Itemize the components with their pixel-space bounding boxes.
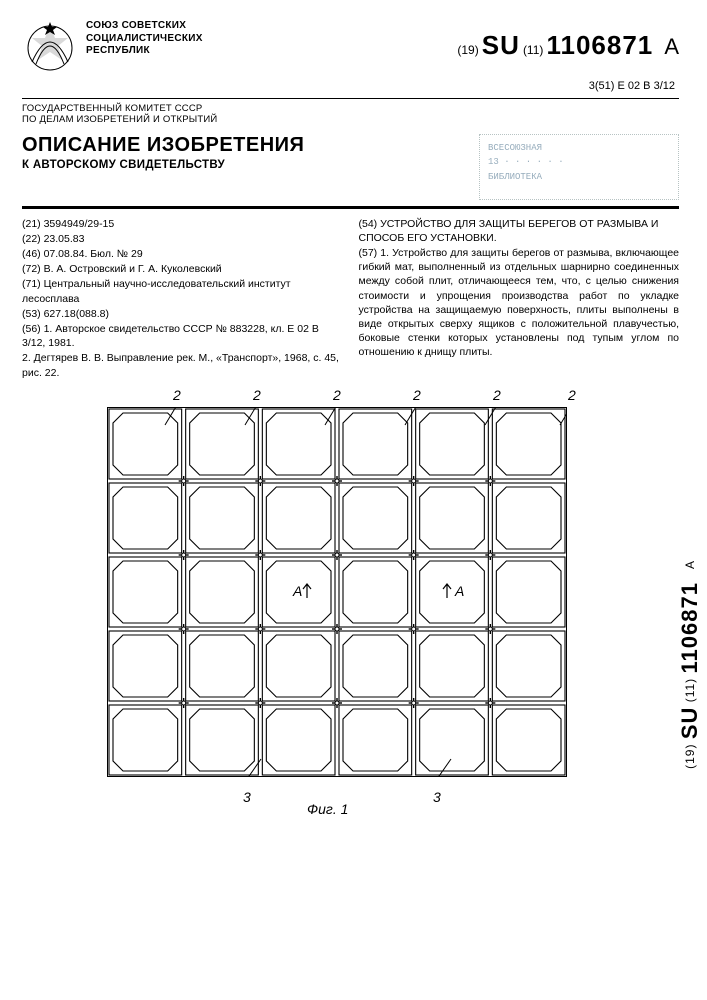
- callout-2: 2: [173, 387, 181, 403]
- side-num-prefix: (11): [683, 678, 697, 702]
- svg-text:A: A: [292, 583, 302, 599]
- stamp-l2: 13 · · · · · ·: [488, 155, 670, 169]
- left-column: (21) 3594949/29-15 (22) 23.05.83 (46) 07…: [22, 217, 343, 381]
- field-72: (72) В. А. Островский и Г. А. Куколевски…: [22, 262, 343, 276]
- stamp-l3: БИБЛИОТЕКА: [488, 170, 670, 184]
- union-line1: СОЮЗ СОВЕТСКИХ: [86, 20, 203, 33]
- doc-title: ОПИСАНИЕ ИЗОБРЕТЕНИЯ: [22, 134, 304, 157]
- header-row: СОЮЗ СОВЕТСКИХ СОЦИАЛИСТИЧЕСКИХ РЕСПУБЛИ…: [22, 18, 679, 74]
- union-line3: РЕСПУБЛИК: [86, 45, 203, 58]
- callout-2: 2: [493, 387, 501, 403]
- field-46: (46) 07.08.84. Бюл. № 29: [22, 247, 343, 261]
- publication-block: (19) SU (11) 1106871 A: [457, 18, 679, 61]
- divider-thick: [22, 206, 679, 209]
- ussr-emblem-icon: [22, 18, 78, 74]
- pub-kind: A: [664, 34, 679, 59]
- field-56-2: 2. Дегтярев В. В. Выправление рек. М., «…: [22, 351, 343, 379]
- side-su: SU: [677, 707, 702, 740]
- committee-l2: ПО ДЕЛАМ ИЗОБРЕТЕНИЙ И ОТКРЫТИЙ: [22, 114, 679, 125]
- pub-prefix: (19): [457, 43, 478, 57]
- side-kind: A: [683, 560, 697, 569]
- pub-number: 1106871: [546, 30, 653, 60]
- field-56-1: (56) 1. Авторское свидетельство СССР № 8…: [22, 322, 343, 350]
- field-54: (54) УСТРОЙСТВО ДЛЯ ЗАЩИТЫ БЕРЕГОВ ОТ РА…: [359, 217, 680, 245]
- side-num: 1106871: [677, 582, 702, 673]
- biblio-columns: (21) 3594949/29-15 (22) 23.05.83 (46) 07…: [22, 217, 679, 381]
- right-column: (54) УСТРОЙСТВО ДЛЯ ЗАЩИТЫ БЕРЕГОВ ОТ РА…: [359, 217, 680, 381]
- ipc-class: 3(51) E 02 B 3/12: [22, 80, 675, 92]
- grid-diagram: AA: [107, 407, 567, 777]
- callout-2: 2: [568, 387, 576, 403]
- doc-subtitle: К АВТОРСКОМУ СВИДЕТЕЛЬСТВУ: [22, 159, 304, 171]
- library-stamp: ВСЕСОЮЗНАЯ 13 · · · · · · БИБЛИОТЕКА: [479, 134, 679, 200]
- union-text: СОЮЗ СОВЕТСКИХ СОЦИАЛИСТИЧЕСКИХ РЕСПУБЛИ…: [86, 18, 203, 58]
- field-71: (71) Центральный научно-исследовательски…: [22, 277, 343, 305]
- side-prefix: (19): [683, 744, 697, 769]
- figure-1: AA 22222233 Фиг. 1: [77, 387, 607, 817]
- committee-block: ГОСУДАРСТВЕННЫЙ КОМИТЕТ СССР ПО ДЕЛАМ ИЗ…: [22, 103, 679, 126]
- field-57: (57) 1. Устройство для защиты берегов от…: [359, 246, 680, 359]
- stamp-l1: ВСЕСОЮЗНАЯ: [488, 141, 670, 155]
- field-22: (22) 23.05.83: [22, 232, 343, 246]
- callout-2: 2: [253, 387, 261, 403]
- field-53: (53) 627.18(088.8): [22, 307, 343, 321]
- callout-3: 3: [243, 789, 251, 805]
- callout-3: 3: [433, 789, 441, 805]
- union-line2: СОЦИАЛИСТИЧЕСКИХ: [86, 33, 203, 46]
- field-21: (21) 3594949/29-15: [22, 217, 343, 231]
- divider-thin: [22, 98, 679, 99]
- title-block: ОПИСАНИЕ ИЗОБРЕТЕНИЯ К АВТОРСКОМУ СВИДЕТ…: [22, 134, 679, 200]
- committee-l1: ГОСУДАРСТВЕННЫЙ КОМИТЕТ СССР: [22, 103, 679, 114]
- pub-su: SU: [482, 30, 520, 60]
- svg-text:A: A: [454, 583, 464, 599]
- callout-2: 2: [333, 387, 341, 403]
- pub-num-prefix: (11): [523, 43, 543, 57]
- figure-caption: Фиг. 1: [307, 801, 348, 817]
- callout-2: 2: [413, 387, 421, 403]
- side-publication: (19) SU (11) 1106871 A: [677, 560, 703, 769]
